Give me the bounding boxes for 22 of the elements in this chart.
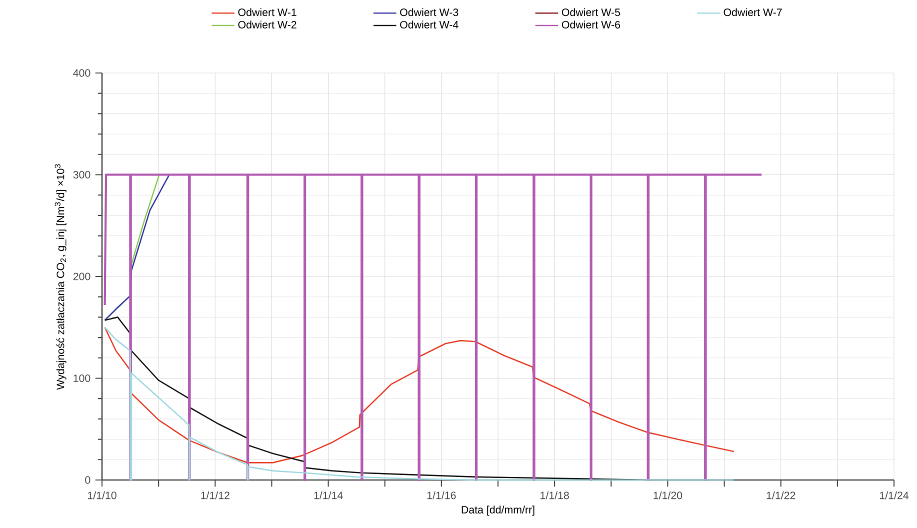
legend-label: Odwiert W-6	[562, 20, 620, 28]
x-tick-label: 1/1/18	[540, 491, 569, 500]
legend-label: Odwiert W-2	[238, 20, 296, 28]
x-tick-label: 1/1/16	[427, 491, 456, 500]
x-tick-label: 1/1/22	[766, 491, 796, 500]
y-tick-label: 100	[74, 374, 90, 382]
legend-label: Odwiert W-7	[724, 8, 782, 16]
y-tick-label: 300	[73, 170, 90, 179]
x-tick-label: 1/1/12	[201, 491, 230, 500]
legend-label: Odwiert W-5	[562, 8, 620, 16]
x-tick-label: 1/1/20	[654, 491, 682, 500]
legend-label: Odwiert W-4	[400, 20, 458, 28]
legend-label: Odwiert W-3	[400, 8, 458, 16]
y-axis-title: Wydajność zatłaczania CO$_{2}$, g_inj [Nm$^{3}$/d] ×10$^{3}$	[54, 164, 66, 390]
x-axis-title: Data [dd/mm/rr]	[462, 506, 534, 516]
legend-label: Odwiert W-1	[238, 8, 296, 16]
y-tick-label: 200	[73, 272, 90, 280]
x-tick-label: 1/1/24	[880, 491, 909, 500]
x-tick-label: 1/1/10	[88, 491, 116, 500]
x-tick-label: 1/1/14	[314, 491, 343, 500]
y-tick-label: 0	[85, 476, 90, 484]
y-tick-label: 400	[73, 69, 90, 77]
